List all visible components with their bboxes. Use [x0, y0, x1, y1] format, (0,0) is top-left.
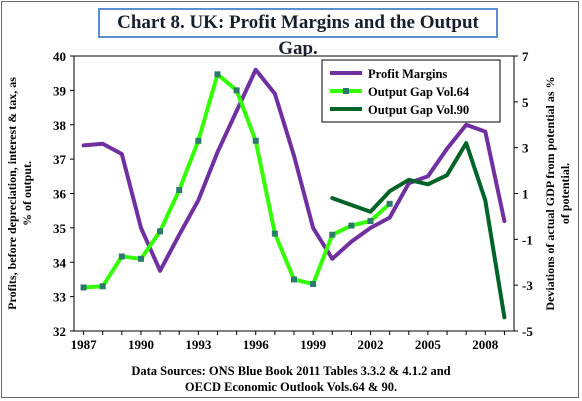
chart-title: Chart 8. UK: Profit Margins and the Outp… [98, 8, 498, 59]
output-gap-vol64-point [80, 284, 87, 291]
x-tick-label: 1999 [300, 337, 327, 352]
y-right-axis-label: Deviations of actual GDP from potential … [543, 76, 572, 310]
legend-label: Output Gap Vol.64 [368, 85, 470, 99]
y-left-tick-label: 32 [53, 324, 66, 339]
output-gap-vol64-point [157, 228, 164, 235]
y-left-tick-label: 36 [53, 187, 67, 202]
y-right-tick-label: 5 [522, 95, 529, 110]
legend-label: Output Gap Vol.90 [368, 103, 469, 117]
output-gap-vol64-point [252, 137, 259, 144]
x-tick-label: 1996 [243, 337, 270, 352]
output-gap-vol64-point [233, 87, 240, 94]
output-gap-vol64-point [195, 137, 202, 144]
y-left-tick-label: 40 [53, 49, 66, 64]
y-right-tick-label: 1 [522, 187, 529, 202]
x-tick-label: 2005 [415, 337, 442, 352]
y-left-tick-label: 39 [53, 83, 67, 98]
x-tick-label: 1993 [185, 337, 212, 352]
y-left-tick-label: 34 [53, 255, 67, 270]
output-gap-vol64-point [118, 253, 125, 260]
x-tick-label: 2002 [358, 337, 384, 352]
y-left-tick-label: 33 [53, 290, 67, 305]
output-gap-vol64-point [291, 276, 297, 283]
source-line-1: Data Sources: ONS Blue Book 2011 Tables … [131, 364, 451, 378]
output-gap-vol64-point [214, 71, 221, 78]
y-left-tick-label: 35 [53, 221, 67, 236]
y-right-tick-label: -1 [522, 232, 533, 247]
source-line-2: OECD Economic Outlook Vols.64 & 90. [184, 380, 398, 394]
legend-label: Profit Margins [368, 67, 447, 81]
output-gap-vol64-point [386, 200, 393, 207]
y-right-tick-label: 3 [522, 141, 529, 156]
output-gap-vol64-point [310, 281, 317, 288]
output-gap-vol64-point [348, 222, 355, 229]
y-right-tick-label: -5 [522, 324, 533, 339]
output-gap-vol64-point [271, 230, 278, 237]
x-tick-label: 1990 [128, 337, 154, 352]
output-gap-vol64-point [367, 218, 374, 224]
y-left-axis-label: Profits, before depreciation, interest &… [5, 77, 34, 310]
profit-margins-line [81, 67, 507, 273]
output-gap-vol64-point [99, 283, 106, 290]
y-left-tick-label: 38 [53, 118, 67, 133]
y-right-tick-label: 7 [522, 49, 529, 64]
output-gap-vol90-line [330, 141, 507, 320]
x-tick-label: 2008 [472, 337, 499, 352]
legend-marker [343, 88, 349, 94]
output-gap-vol64-point [329, 231, 336, 238]
y-right-tick-label: -3 [522, 278, 533, 293]
x-tick-label: 1987 [71, 337, 98, 352]
y-left-tick-label: 37 [53, 152, 67, 167]
output-gap-vol64-point [176, 187, 183, 194]
output-gap-vol64-point [137, 255, 144, 262]
